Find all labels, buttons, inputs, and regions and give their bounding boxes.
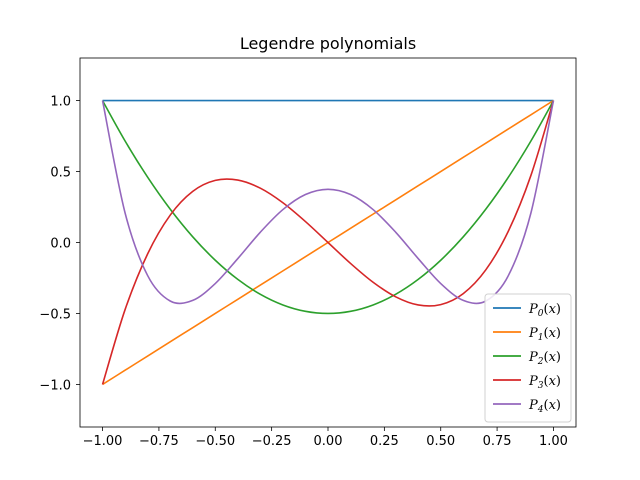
legend-label-p0: P0(x) [528,302,561,319]
y-tick-label: 1.0 [50,95,71,110]
series-line-p3 [101,100,555,385]
axes: −1.00 −0.75 −0.50 −0.25 0.00 0.25 0.50 0.75 1.00… [39,57,577,449]
legend-label-p3: P3(x) [528,374,561,391]
x-tick-label: −0.25 [252,434,292,449]
y-tick-label: −1.0 [39,378,71,393]
x-tick-label: 0.25 [370,434,399,449]
legend-label-p2: P2(x) [528,350,561,367]
legend: P0(x) P1(x) P2(x) P3(x) P4(x) [484,293,572,423]
legend-label-p4: P4(x) [528,398,561,415]
legend-label-p1: P1(x) [528,326,561,343]
legend-box [484,293,572,423]
y-tick-label: −0.5 [39,307,71,322]
x-tick-label: 0.50 [426,434,455,449]
chart-title: Legendre polynomials [240,34,416,53]
x-tick-label: 0.00 [314,434,343,449]
x-tick-label: −1.00 [83,434,123,449]
y-tick-label: 0.5 [50,166,71,181]
x-tick-label: 0.75 [483,434,512,449]
x-tick-label: 1.00 [539,434,568,449]
y-tick-label: 0.0 [50,237,71,252]
x-tick-label: −0.75 [139,434,179,449]
x-tick-label: −0.50 [195,434,235,449]
series-line-p2 [101,100,555,315]
